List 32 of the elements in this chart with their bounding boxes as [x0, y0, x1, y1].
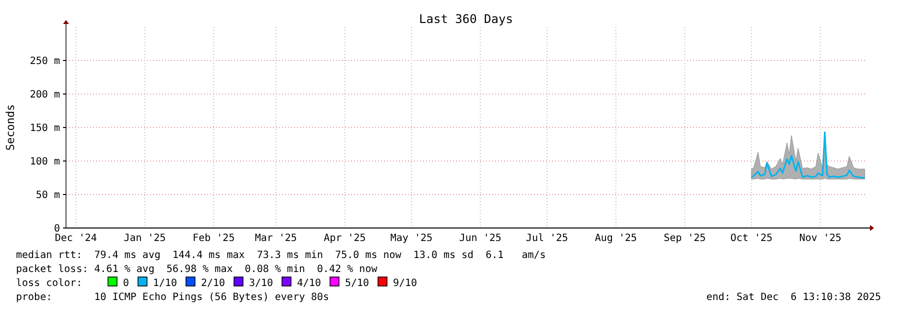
y-tick-label: 0 — [54, 224, 60, 234]
text: 2/10 — [201, 278, 226, 289]
text: end: Sat Dec 6 13:10:38 2025 — [706, 292, 881, 303]
y-tick-label: 250 m — [30, 56, 60, 67]
x-tick-label: Mar '25 — [254, 233, 297, 244]
text: 5/10 — [345, 278, 370, 289]
x-tick-label: Jun '25 — [459, 233, 502, 244]
chart-title: Last 360 Days — [419, 12, 513, 26]
text: 9/10 — [393, 278, 418, 289]
y-tick-label: 100 m — [30, 156, 60, 168]
y-tick-label: 50 m — [36, 190, 60, 201]
text: 4/10 — [297, 278, 322, 289]
text: 0 — [123, 278, 130, 289]
x-tick-label: Oct '25 — [730, 233, 773, 244]
text: 3/10 — [249, 278, 274, 289]
x-tick-label: May '25 — [390, 233, 433, 244]
y-tick-label: 200 m — [30, 90, 60, 100]
text: packet loss: 4.61 % avg 56.98 % max 0.08 % min 0.42 % now — [16, 264, 378, 275]
y-axis-title: Seconds — [4, 104, 17, 151]
text: loss color: — [16, 278, 82, 289]
x-tick-label: Dec '24 — [54, 233, 97, 244]
x-tick-label: Nov '25 — [799, 233, 842, 244]
x-tick-label: Jan '25 — [124, 233, 166, 244]
x-tick-label: Feb '25 — [192, 233, 235, 244]
text: 1/10 — [153, 278, 178, 289]
y-tick-label: 150 m — [30, 123, 60, 134]
x-tick-label: Jul '25 — [526, 233, 568, 244]
text: probe: 10 ICMP Echo Pings (56 Bytes) every 80s — [16, 292, 330, 303]
x-tick-label: Sep '25 — [664, 233, 706, 244]
text: median rtt: 79.4 ms avg 144.4 ms max 73.3 ms min 75.0 ms now 13.0 ms sd 6.1 am/s — [16, 250, 546, 261]
x-tick-label: Apr '25 — [324, 233, 366, 244]
x-tick-label: Aug '25 — [594, 233, 637, 244]
